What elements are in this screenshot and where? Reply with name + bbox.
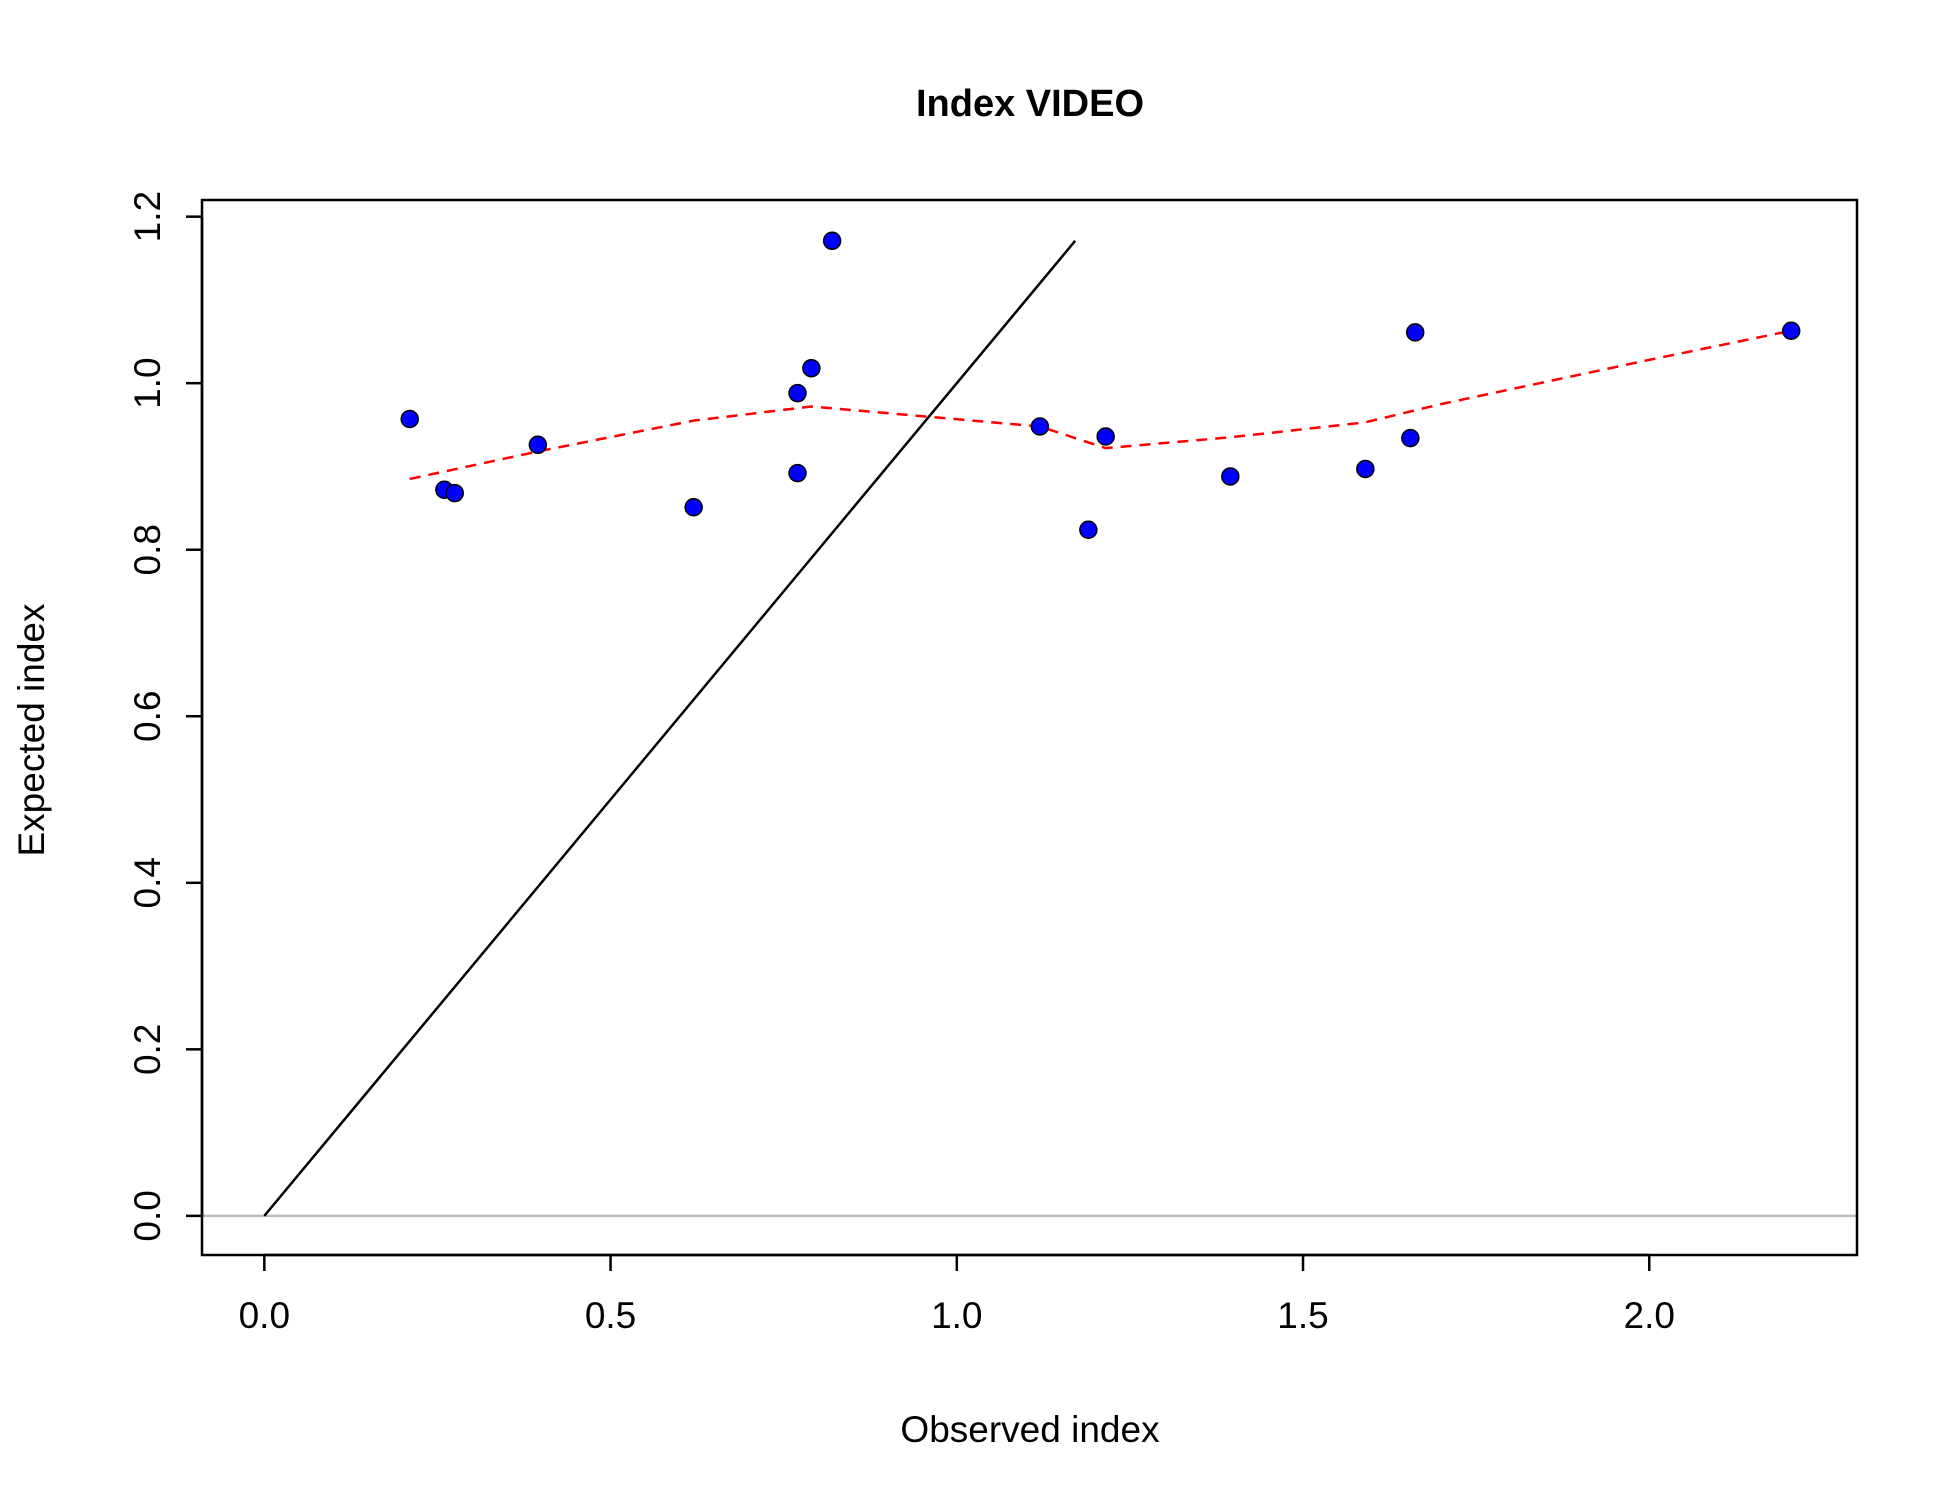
data-point [788, 383, 807, 403]
x-tick-label: 1.5 [1277, 1295, 1328, 1336]
y-tick-label: 0.2 [127, 1024, 168, 1075]
x-tick-label: 0.5 [585, 1295, 636, 1336]
smooth-trend-line [409, 329, 1792, 481]
data-point [1030, 417, 1050, 436]
y-tick-label: 0.4 [127, 857, 168, 908]
y-tick-label: 0.0 [127, 1190, 168, 1241]
data-point [1096, 427, 1115, 446]
data-point [788, 463, 807, 483]
plot-frame [200, 198, 1859, 1257]
identity-line-path [263, 240, 1077, 1217]
data-point [400, 409, 419, 429]
data-point [1356, 459, 1375, 479]
y-tick-label: 1.2 [127, 191, 168, 242]
data-point [1221, 467, 1240, 486]
y-tick-label: 0.8 [127, 524, 168, 575]
y-axis: 0.0 0.2 0.4 0.6 0.8 1.0 1.2 [127, 191, 204, 1242]
data-point [822, 231, 842, 251]
y-axis-label: Expected index [11, 603, 52, 857]
x-tick-label: 2.0 [1624, 1295, 1675, 1336]
x-tick-label: 0.0 [239, 1295, 290, 1336]
data-point [684, 498, 703, 517]
x-tick-label: 1.0 [931, 1295, 982, 1336]
x-axis: 0.0 0.5 1.0 1.5 2.0 [239, 1253, 1675, 1336]
data-point [1781, 321, 1801, 340]
x-axis-label: Observed index [900, 1409, 1160, 1450]
data-point [528, 435, 548, 455]
data-point [1401, 428, 1420, 448]
data-point [802, 358, 821, 378]
chart-title: Index VIDEO [916, 83, 1144, 125]
y-tick-label: 1.0 [127, 357, 168, 408]
data-point [445, 483, 465, 503]
data-point [1405, 323, 1425, 342]
y-tick-label: 0.6 [127, 691, 168, 742]
data-points [400, 231, 1801, 539]
identity-line [263, 240, 1077, 1217]
smooth-line-path [409, 329, 1792, 481]
data-point [1079, 520, 1098, 539]
